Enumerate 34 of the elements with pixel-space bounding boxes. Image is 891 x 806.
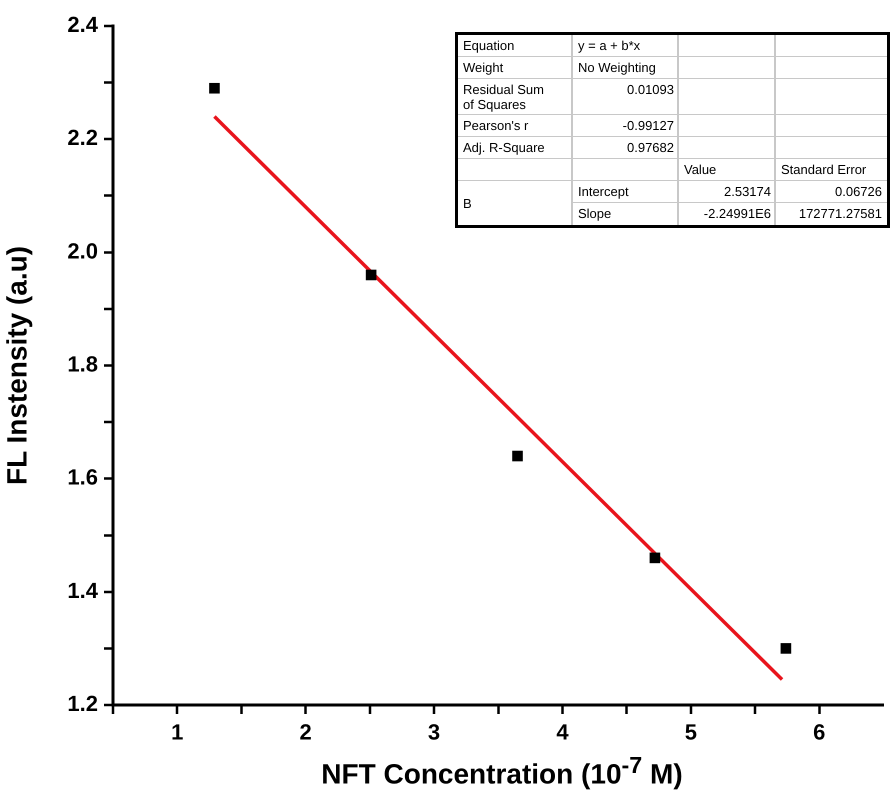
y-tick-label: 1.6 [67, 464, 98, 490]
annotation: Pearson's r [458, 115, 573, 137]
x-tick-label: 3 [428, 719, 440, 744]
y-tick-label: 2.0 [67, 238, 98, 264]
y-tick-label: 2.2 [67, 125, 98, 150]
annotation: y = a + b*x [573, 35, 679, 57]
x-tick-label: 1 [171, 719, 184, 744]
y-tick-label: 1.4 [67, 578, 99, 603]
annotation: -0.99127 [573, 115, 679, 137]
annotation: Adj. R-Square [458, 137, 573, 159]
y-tick-label: 1.8 [67, 352, 98, 377]
annotation: 0.97682 [573, 137, 679, 159]
annotation: Intercept [573, 181, 679, 203]
annotation: Equation [458, 35, 573, 57]
x-tick-label: 2 [300, 719, 312, 744]
x-tick-label: 6 [813, 719, 826, 744]
annotation: 2.53174 [679, 181, 776, 203]
x-tick-label: 5 [684, 719, 697, 744]
annotation: Slope [573, 203, 679, 225]
annotation: Residual Sum of Squares [458, 79, 573, 115]
x-tick-label: 4 [556, 719, 570, 744]
annotation: No Weighting [573, 57, 679, 79]
annotation: -2.24991E6 [679, 203, 776, 225]
y-axis-title: FL Instensity (a.u) [2, 246, 33, 486]
annotation: 172771.27581 [798, 205, 883, 223]
annotation: Value [679, 159, 776, 181]
x-axis-title: NFT Concentration (10$^{-7}$ M) [320, 752, 684, 790]
y-tick-label: 1.2 [67, 691, 98, 716]
y-tick-label: 2.4 [67, 12, 99, 38]
annotation: Standard Error [776, 159, 887, 181]
annotation: B [462, 194, 473, 212]
annotation: 0.06726 [776, 181, 887, 203]
annotation: Weight [458, 57, 573, 79]
annotation: 0.01093 [573, 79, 679, 115]
